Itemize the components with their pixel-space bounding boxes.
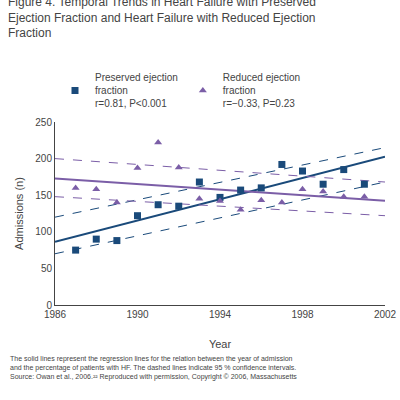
svg-text:50: 50 [41, 263, 53, 274]
svg-text:150: 150 [35, 190, 52, 201]
svg-text:Year: Year [209, 338, 232, 350]
svg-text:Reduced ejectionfractionr=−0.3: Reduced ejectionfractionr=−0.33, P=0.23 [223, 72, 300, 109]
svg-text:2002: 2002 [374, 309, 397, 320]
svg-text:Preserved ejectionfractionr=0.: Preserved ejectionfractionr=0.81, P<0.00… [95, 72, 178, 109]
svg-text:100: 100 [35, 226, 52, 237]
svg-text:The solid lines represent the: The solid lines represent the regression… [10, 355, 297, 381]
svg-text:200: 200 [35, 153, 52, 164]
svg-text:Admissions (n): Admissions (n) [13, 177, 25, 250]
svg-text:1998: 1998 [291, 309, 314, 320]
svg-text:1986: 1986 [44, 309, 67, 320]
svg-text:250: 250 [35, 117, 52, 128]
svg-text:1990: 1990 [126, 309, 149, 320]
svg-text:Figure 4. Temporal Trends in H: Figure 4. Temporal Trends in Heart Failu… [8, 0, 316, 40]
svg-text:0: 0 [46, 300, 52, 311]
svg-text:1994: 1994 [209, 309, 232, 320]
